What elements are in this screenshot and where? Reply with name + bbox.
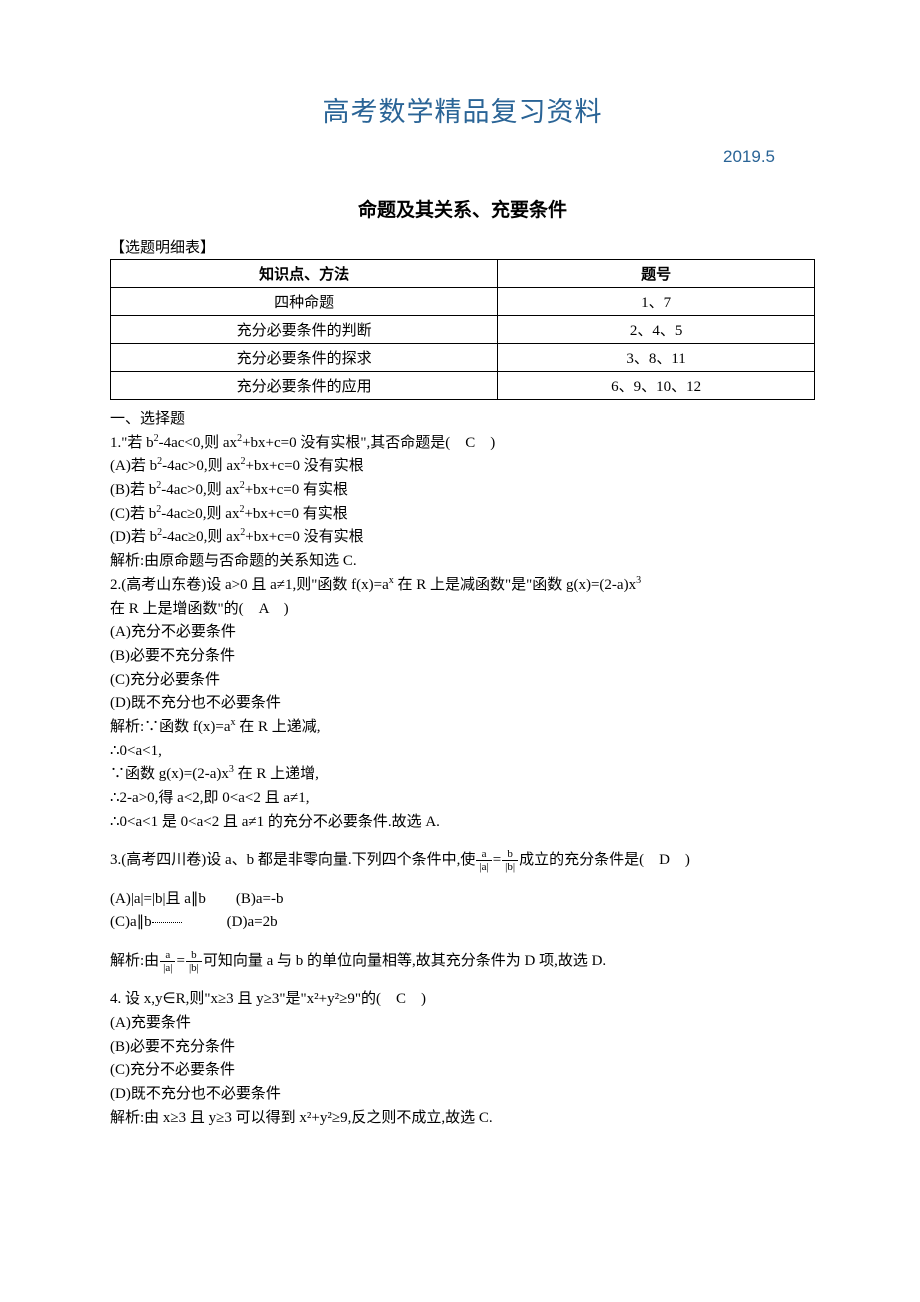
numerator: b [186, 949, 202, 962]
text: 可知向量 a 与 b 的单位向量相等,故其充分条件为 D 项,故选 D. [203, 953, 606, 969]
text: (D)a=2b [227, 914, 278, 930]
text: -4ac≥0,则 ax [161, 506, 239, 522]
table-row: 四种命题 1、7 [111, 288, 815, 316]
text: +bx+c=0 没有实根 [245, 529, 363, 545]
text: (C)a∥b [110, 914, 152, 930]
explanation: 解析:由 x≥3 且 y≥3 可以得到 x²+y²≥9,反之则不成立,故选 C. [110, 1107, 815, 1131]
table-caption: 【选题明细表】 [110, 236, 815, 257]
text: 1."若 b [110, 435, 154, 451]
table-cell: 3、8、11 [498, 344, 815, 372]
option: (D)既不充分也不必要条件 [110, 1083, 815, 1107]
numerator: b [502, 848, 518, 861]
explanation: ∴2-a>0,得 a<2,即 0<a<2 且 a≠1, [110, 787, 815, 811]
superscript: 3 [229, 764, 234, 775]
option: (C)充分不必要条件 [110, 1059, 815, 1083]
explanation: 解析:由a|a|=b|b|可知向量 a 与 b 的单位向量相等,故其充分条件为 … [110, 949, 815, 974]
text: 解析:∵函数 f(x)=a [110, 719, 231, 735]
text: -4ac<0,则 ax [159, 435, 237, 451]
text: +bx+c=0 有实根 [245, 482, 348, 498]
superscript: 3 [636, 575, 641, 586]
table-cell: 6、9、10、12 [498, 372, 815, 400]
fraction: b|b| [186, 949, 202, 974]
table-cell: 充分必要条件的探求 [111, 344, 498, 372]
option: (C)a∥b (D)a=2b [110, 911, 815, 935]
explanation: ∵函数 g(x)=(2-a)x3 在 R 上递增, [110, 763, 815, 787]
topic-table: 知识点、方法 题号 四种命题 1、7 充分必要条件的判断 2、4、5 充分必要条… [110, 259, 815, 400]
subtitle: 命题及其关系、充要条件 [110, 195, 815, 222]
question-stem: 2.(高考山东卷)设 a>0 且 a≠1,则"函数 f(x)=ax 在 R 上是… [110, 574, 815, 598]
table-header-row: 知识点、方法 题号 [111, 260, 815, 288]
text: 在 R 上是减函数"是"函数 g(x)=(2-a)x [397, 577, 636, 593]
text: 在 R 上递增, [238, 766, 319, 782]
text: 在 R 上递减, [239, 719, 320, 735]
table-row: 充分必要条件的应用 6、9、10、12 [111, 372, 815, 400]
explanation: 解析:由原命题与否命题的关系知选 C. [110, 550, 815, 574]
option: (A)若 b2-4ac>0,则 ax2+bx+c=0 没有实根 [110, 455, 815, 479]
option: (A)充分不必要条件 [110, 621, 815, 645]
question-stem: 4. 设 x,y∈R,则"x≥3 且 y≥3"是"x²+y²≥9"的( C ) [110, 988, 815, 1012]
text: (B)若 b [110, 482, 156, 498]
denominator: |b| [502, 861, 518, 873]
table-cell: 1、7 [498, 288, 815, 316]
option: (D)若 b2-4ac≥0,则 ax2+bx+c=0 没有实根 [110, 526, 815, 550]
option: (C)充分必要条件 [110, 669, 815, 693]
question-stem: 1."若 b2-4ac<0,则 ax2+bx+c=0 没有实根",其否命题是( … [110, 432, 815, 456]
question-stem: 3.(高考四川卷)设 a、b 都是非零向量.下列四个条件中,使a|a|=b|b|… [110, 848, 815, 873]
explanation: ∴0<a<1, [110, 740, 815, 764]
fraction: a|a| [476, 848, 491, 873]
text: 成立的充分条件是( D ) [519, 852, 690, 868]
text: +bx+c=0 没有实根 [246, 458, 364, 474]
option: (B)必要不充分条件 [110, 1036, 815, 1060]
table-cell: 充分必要条件的应用 [111, 372, 498, 400]
numerator: a [476, 848, 491, 861]
question-stem: 在 R 上是增函数"的( A ) [110, 598, 815, 622]
numerator: a [160, 949, 175, 962]
text: -4ac>0,则 ax [162, 458, 240, 474]
option: (B)必要不充分条件 [110, 645, 815, 669]
table-header-cell: 知识点、方法 [111, 260, 498, 288]
denominator: |a| [476, 861, 491, 873]
explanation: ∴0<a<1 是 0<a<2 且 a≠1 的充分不必要条件.故选 A. [110, 811, 815, 835]
text: 2.(高考山东卷)设 a>0 且 a≠1,则"函数 f(x)=a [110, 577, 389, 593]
text: -4ac>0,则 ax [161, 482, 239, 498]
option: (A)充要条件 [110, 1012, 815, 1036]
table-cell: 四种命题 [111, 288, 498, 316]
text: -4ac≥0,则 ax [162, 529, 240, 545]
denominator: |a| [160, 962, 175, 974]
text: ∵函数 g(x)=(2-a)x [110, 766, 229, 782]
text: 3.(高考四川卷)设 a、b 都是非零向量.下列四个条件中,使 [110, 852, 475, 868]
text: +bx+c=0 有实根 [244, 506, 347, 522]
denominator: |b| [186, 962, 202, 974]
text: (C)若 b [110, 506, 156, 522]
explanation: 解析:∵函数 f(x)=ax 在 R 上递减, [110, 716, 815, 740]
option: (B)若 b2-4ac>0,则 ax2+bx+c=0 有实根 [110, 479, 815, 503]
table-header-cell: 题号 [498, 260, 815, 288]
section-heading: 一、选择题 [110, 408, 815, 432]
text: 解析:由 [110, 953, 159, 969]
table-row: 充分必要条件的探求 3、8、11 [111, 344, 815, 372]
option: (C)若 b2-4ac≥0,则 ax2+bx+c=0 有实根 [110, 503, 815, 527]
date-label: 2019.5 [110, 147, 815, 167]
superscript: x [231, 717, 236, 728]
text: (A)若 b [110, 458, 157, 474]
blank-line [152, 922, 182, 923]
option: (A)|a|=|b|且 a∥b (B)a=-b [110, 888, 815, 912]
table-cell: 充分必要条件的判断 [111, 316, 498, 344]
table-cell: 2、4、5 [498, 316, 815, 344]
table-row: 充分必要条件的判断 2、4、5 [111, 316, 815, 344]
text: (D)若 b [110, 529, 157, 545]
fraction: a|a| [160, 949, 175, 974]
page-title: 高考数学精品复习资料 [110, 90, 815, 129]
fraction: b|b| [502, 848, 518, 873]
option: (D)既不充分也不必要条件 [110, 692, 815, 716]
text: +bx+c=0 没有实根",其否命题是( C ) [242, 435, 495, 451]
superscript: x [389, 575, 394, 586]
